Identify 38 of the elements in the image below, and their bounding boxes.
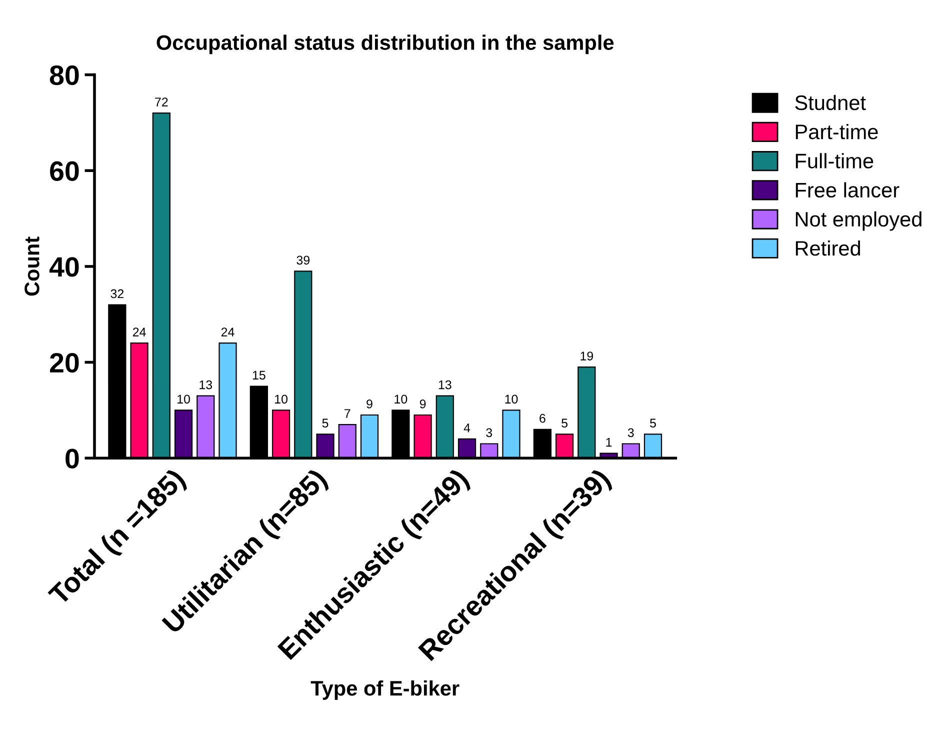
data-label: 32 [110,289,124,298]
legend-label: Free lancer [796,182,900,198]
data-label: 5 [322,418,328,428]
legend-label: Studnet [795,94,866,110]
y-tick-label: 40 [49,257,79,277]
data-label: 5 [562,418,568,428]
data-label: 6 [540,414,546,423]
y-tick-label: 0 [66,448,79,468]
data-label: 4 [464,424,470,432]
data-label: 10 [178,394,190,404]
data-label: 13 [438,380,452,390]
chart-title: Occupational status distribution in the sample [156,34,614,54]
data-label: 1 [606,438,612,447]
data-label: 3 [628,428,634,438]
data-label: 10 [505,394,518,404]
data-label: 13 [200,380,212,390]
data-label: 39 [296,256,310,265]
data-label: 24 [132,328,146,336]
data-label: 24 [221,328,234,336]
data-label: 10 [275,394,288,404]
y-tick-label: 60 [50,161,79,181]
data-label: 19 [580,352,594,360]
x-axis-title: Type of E-biker [310,680,460,700]
data-label: 72 [155,98,168,106]
data-label: 7 [344,409,350,418]
data-label: 9 [420,400,426,408]
legend-label: Retired [796,240,860,256]
legend-label: Part-time [796,124,878,140]
data-label: 5 [650,418,656,428]
data-label: 9 [366,400,372,408]
legend-label: Not employed [796,211,922,231]
y-axis-title: Count [24,236,40,296]
data-label: 3 [486,428,492,438]
data-label: 15 [252,370,266,380]
legend-label: Full-time [796,153,874,168]
data-label: 10 [394,394,408,404]
y-tick-label: 20 [50,352,79,373]
y-tick-label: 80 [50,65,79,86]
